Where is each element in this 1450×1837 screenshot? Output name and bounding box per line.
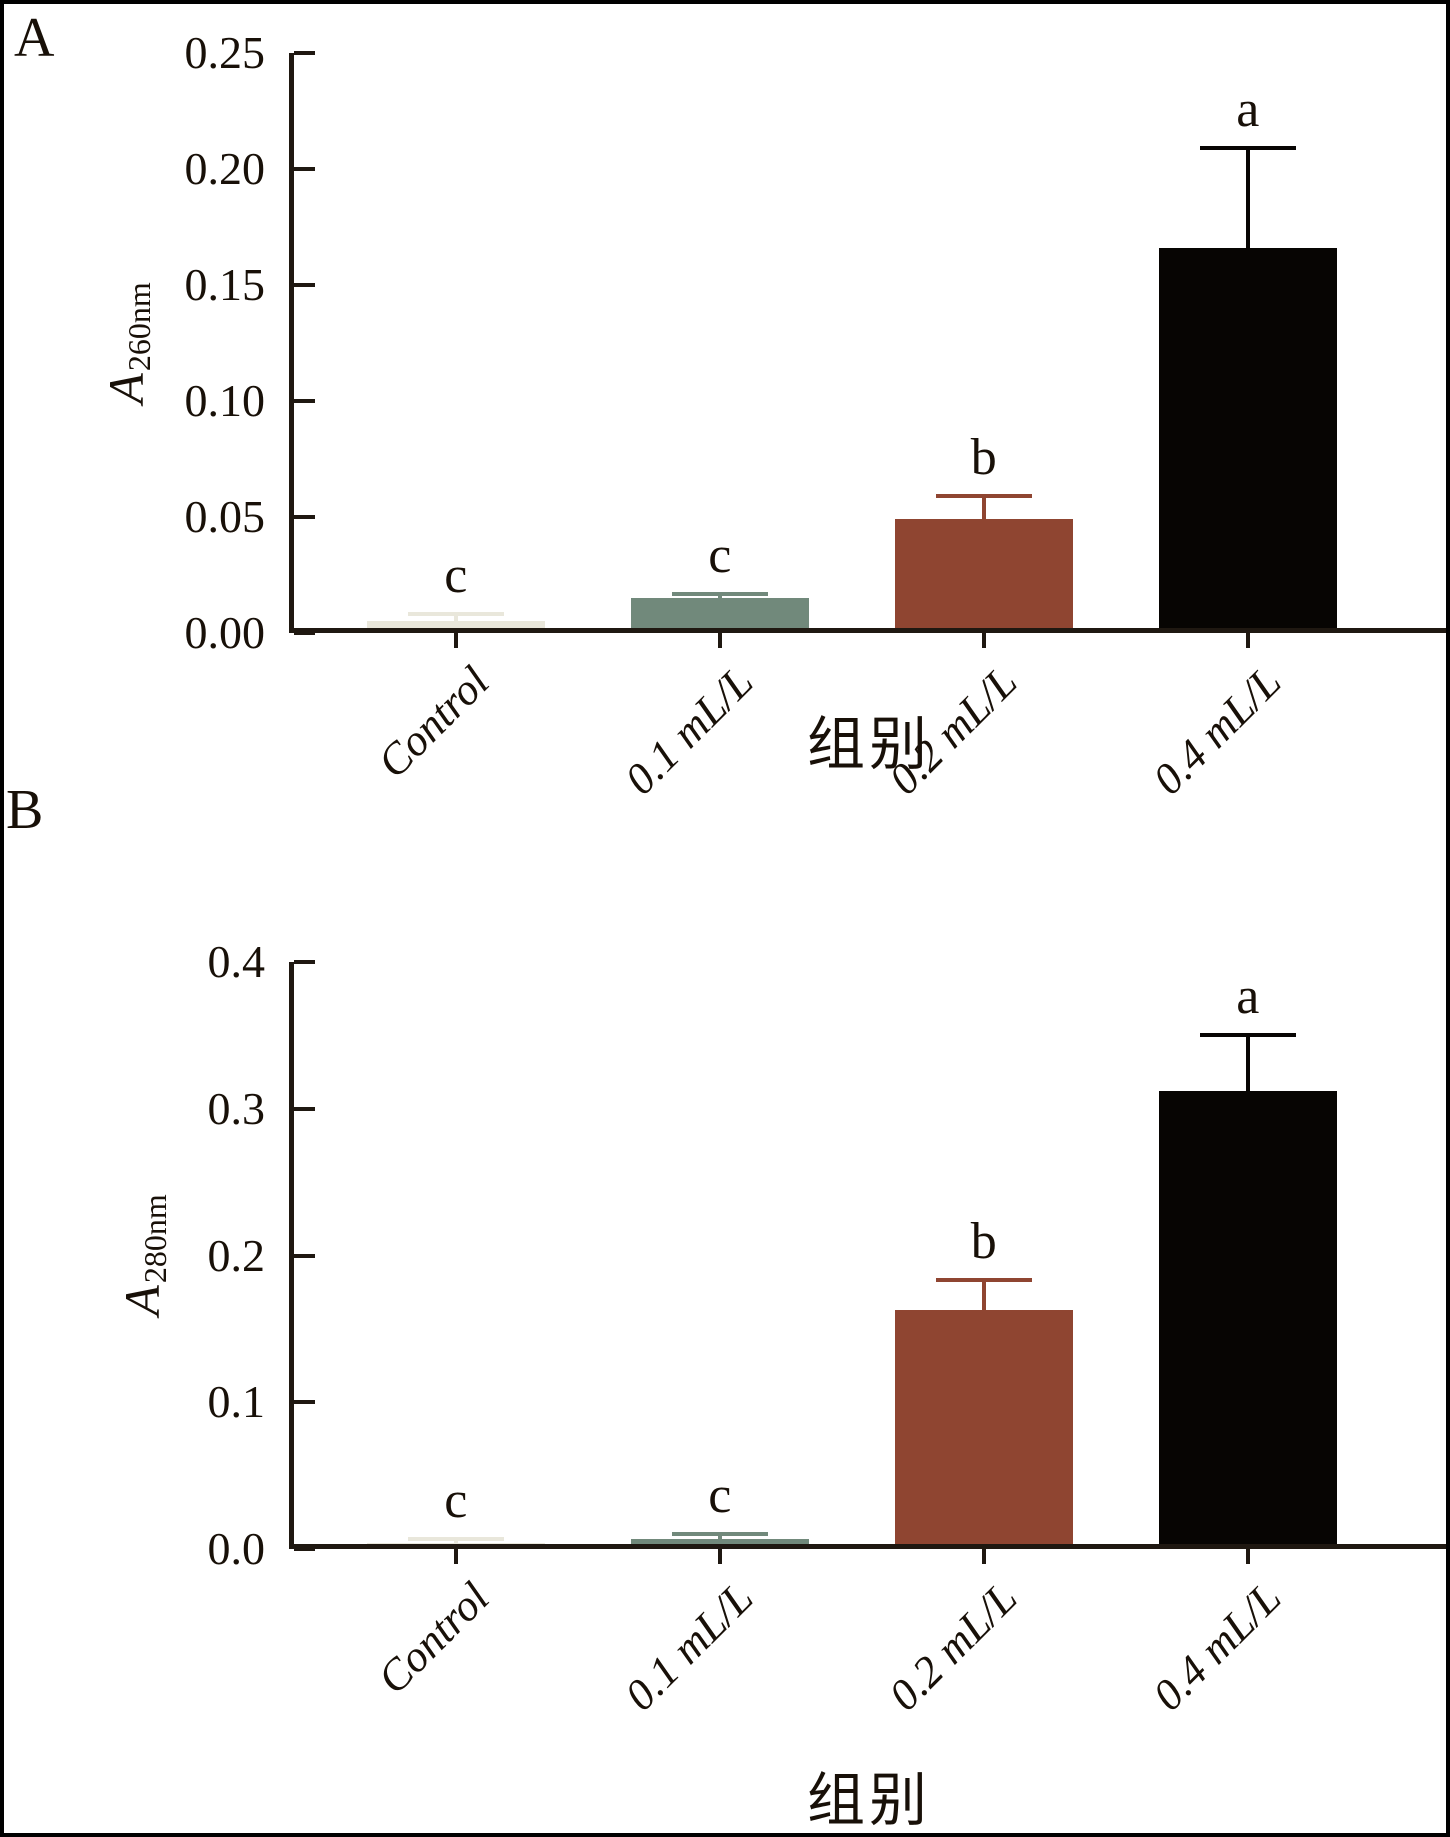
error-bar-line bbox=[453, 1538, 458, 1546]
x-tick bbox=[453, 1549, 458, 1564]
x-tick bbox=[717, 633, 722, 648]
significance-letter: c bbox=[708, 526, 732, 584]
y-tick bbox=[294, 631, 315, 635]
error-bar-line bbox=[981, 1280, 986, 1312]
bar-0-2-ml-l bbox=[894, 519, 1073, 633]
panel-b-x-axis-label: 组别 bbox=[806, 1768, 931, 1833]
significance-letter: a bbox=[1236, 968, 1260, 1026]
x-tick-label: 0.2 mL/L bbox=[879, 656, 1027, 804]
x-tick-label: Control bbox=[367, 656, 499, 788]
y-tick bbox=[294, 1106, 315, 1111]
x-tick bbox=[981, 633, 986, 648]
error-bar-cap bbox=[935, 494, 1032, 499]
panel-a-plot-area: 0.00 0.05 0.10 0.15 0.20 0.25 c Control c 0.1 mL/… bbox=[185, 30, 1446, 804]
error-bar-cap bbox=[671, 591, 768, 596]
y-tick bbox=[294, 515, 315, 519]
error-bar-cap bbox=[1199, 1033, 1296, 1038]
y-tick-label: 0.10 bbox=[184, 375, 266, 426]
y-tick bbox=[294, 283, 315, 287]
panel-b-y-axis-label-subscript: 280nm bbox=[137, 1194, 173, 1284]
error-bar-cap bbox=[671, 1532, 768, 1537]
x-tick bbox=[1245, 1549, 1250, 1564]
bar-0-2-ml-l bbox=[894, 1309, 1073, 1549]
y-tick-label: 0.00 bbox=[184, 607, 266, 658]
error-bar-cap bbox=[1199, 146, 1296, 151]
x-tick bbox=[1245, 633, 1250, 648]
panel-b-y-axis-label: A 280nm bbox=[107, 1045, 177, 1465]
panel-b-label: B bbox=[6, 779, 44, 841]
error-bar-cap bbox=[935, 1278, 1032, 1283]
x-tick bbox=[981, 1549, 986, 1564]
y-tick-label: 0.15 bbox=[184, 259, 266, 310]
bar-0-4-ml-l bbox=[1158, 247, 1337, 633]
error-bar-line bbox=[1245, 148, 1250, 250]
bar-0-4-ml-l bbox=[1158, 1091, 1337, 1549]
y-tick-label: 0.0 bbox=[207, 1523, 266, 1574]
y-tick-label: 0.1 bbox=[207, 1376, 266, 1428]
error-bar-line bbox=[981, 496, 986, 522]
x-axis-spine bbox=[289, 1544, 1446, 1549]
significance-letter: c bbox=[708, 1467, 732, 1525]
y-tick-label: 0.3 bbox=[207, 1082, 266, 1134]
significance-letter: a bbox=[1236, 81, 1260, 139]
y-tick bbox=[294, 1253, 315, 1258]
y-tick bbox=[294, 1547, 315, 1551]
panel-a-y-axis-label-base: A bbox=[98, 373, 154, 404]
y-tick bbox=[294, 51, 315, 55]
error-bar-line bbox=[717, 1534, 722, 1541]
x-tick-label: 0.1 mL/L bbox=[615, 656, 763, 804]
y-tick bbox=[294, 167, 315, 171]
x-tick bbox=[717, 1549, 722, 1564]
x-tick-label: Control bbox=[367, 1572, 499, 1704]
y-tick-label: 0.2 bbox=[207, 1229, 266, 1281]
significance-letter: b bbox=[970, 1213, 997, 1271]
y-axis-spine bbox=[289, 962, 294, 1549]
bar-0-1-ml-l bbox=[630, 598, 809, 633]
y-tick bbox=[294, 1400, 315, 1405]
error-bar-cap bbox=[407, 612, 504, 617]
significance-letter: c bbox=[444, 1471, 468, 1529]
bar-0-1-ml-l bbox=[630, 1538, 809, 1549]
panel-b-plot-area: 0.0 0.1 0.2 0.3 0.4 c Control c 0.1 mL/L b 0.2 mL/… bbox=[208, 939, 1446, 1720]
significance-letter: b bbox=[970, 429, 997, 487]
error-bar-line bbox=[717, 593, 722, 601]
error-bar-cap bbox=[407, 1536, 504, 1541]
panel-a-y-axis-label: A 260nm bbox=[91, 133, 161, 553]
panel-a-y-axis-label-subscript: 260nm bbox=[121, 282, 157, 372]
error-bar-line bbox=[453, 614, 458, 624]
y-tick-label: 0.25 bbox=[184, 27, 266, 78]
x-tick-label: 0.4 mL/L bbox=[1143, 656, 1291, 804]
panel-a-label: A bbox=[14, 7, 55, 69]
bar-control bbox=[366, 621, 545, 633]
significance-letter: c bbox=[444, 547, 468, 605]
y-tick-label: 0.20 bbox=[184, 143, 266, 194]
x-axis-spine bbox=[289, 628, 1446, 633]
panel-a-x-axis-label: 组别 bbox=[806, 712, 931, 777]
x-tick bbox=[453, 633, 458, 648]
panel-b-y-axis-label-base: A bbox=[114, 1285, 170, 1316]
y-tick bbox=[294, 960, 315, 964]
y-axis-spine bbox=[289, 53, 294, 633]
error-bar-line bbox=[1245, 1035, 1250, 1094]
y-tick-label: 0.05 bbox=[184, 491, 266, 542]
y-tick bbox=[294, 399, 315, 403]
y-tick-label: 0.4 bbox=[207, 936, 266, 987]
